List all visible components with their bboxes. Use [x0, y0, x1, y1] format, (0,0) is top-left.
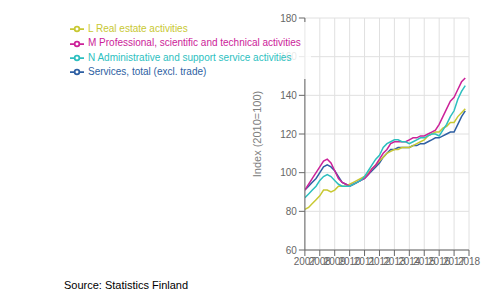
- svg-text:180: 180: [280, 13, 297, 24]
- svg-text:Index (2010=100): Index (2010=100): [251, 91, 263, 178]
- svg-text:120: 120: [280, 129, 297, 140]
- svg-text:160: 160: [280, 51, 297, 62]
- svg-text:2018: 2018: [458, 256, 481, 267]
- svg-text:60: 60: [286, 245, 298, 256]
- svg-text:140: 140: [280, 90, 297, 101]
- svg-text:100: 100: [280, 167, 297, 178]
- svg-text:80: 80: [286, 206, 298, 217]
